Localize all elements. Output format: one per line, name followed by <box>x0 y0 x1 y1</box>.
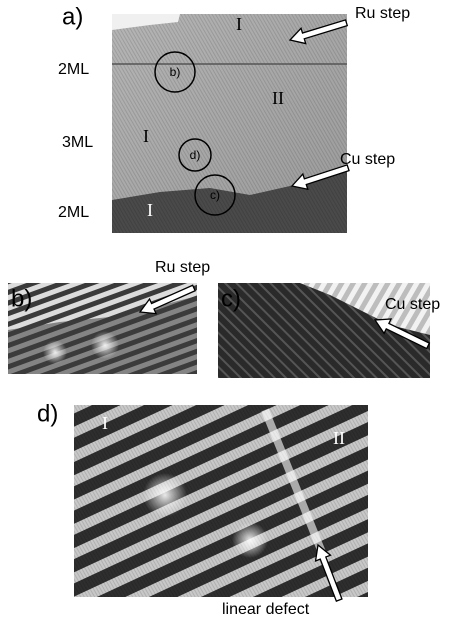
inset-label: d) <box>190 148 201 162</box>
domain-label: I <box>102 413 108 433</box>
annotation: linear defect <box>222 601 310 618</box>
layer-label: 2ML <box>58 61 89 78</box>
annotation: Ru step <box>155 259 210 276</box>
inset-label: b) <box>170 65 181 79</box>
domain-label: I <box>147 200 153 220</box>
panel-label: c) <box>221 285 241 312</box>
domain-label: I <box>143 126 149 146</box>
domain-label: II <box>272 88 284 108</box>
figure: a) 2ML 3ML 2ML I II I I b) d) c) Ru step… <box>0 0 456 626</box>
annotation: Ru step <box>355 5 410 22</box>
panel-label: d) <box>37 400 58 427</box>
domain-label: I <box>236 14 242 34</box>
annotation: Cu step <box>340 151 395 168</box>
bright-spot <box>91 331 119 359</box>
bright-spot <box>143 473 187 517</box>
bright-spot <box>43 340 67 364</box>
panel-label: b) <box>11 285 32 312</box>
inset-label: c) <box>210 188 220 202</box>
panel-label: a) <box>62 3 83 30</box>
layer-label: 3ML <box>62 134 93 151</box>
layer-label: 2ML <box>58 204 89 221</box>
bright-spot <box>232 522 268 558</box>
domain-label: II <box>333 428 345 448</box>
annotation: Cu step <box>385 296 440 313</box>
